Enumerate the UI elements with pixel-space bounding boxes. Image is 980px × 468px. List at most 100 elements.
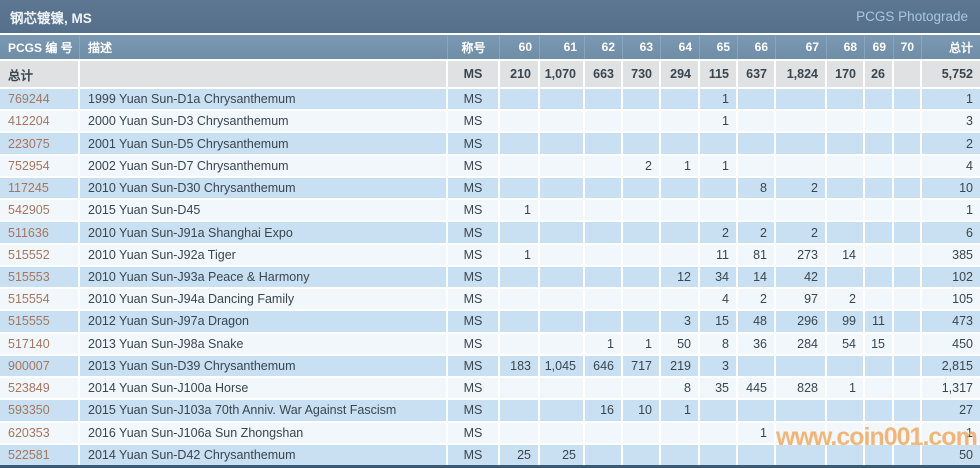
designation-cell: MS <box>448 333 500 354</box>
grade-60-cell <box>500 89 540 110</box>
grade-66-cell <box>738 200 776 221</box>
grade-60-cell <box>500 400 540 421</box>
description-cell: 2010 Yuan Sun-J91a Shanghai Expo <box>80 222 448 243</box>
row-total-cell: 4 <box>966 158 973 173</box>
pcgs-number-cell: 517140 <box>0 333 80 354</box>
pcgs-number-link[interactable]: 900007 <box>8 358 50 373</box>
total-cell-61: 1,070 <box>540 61 585 87</box>
grade-67-cell: 2 <box>776 222 827 243</box>
pcgs-number-link[interactable]: 515554 <box>8 292 50 307</box>
row-total-cell: 2 <box>966 136 973 151</box>
designation-cell: MS <box>448 311 500 332</box>
grade-61-cell <box>540 333 585 354</box>
grade-61-cell <box>540 222 585 243</box>
grade-70-cell <box>894 155 922 176</box>
table-row: 752954 2002 Yuan Sun-D7 Chrysanthemum MS 2 1… <box>0 155 980 178</box>
grade-62-cell <box>585 289 623 310</box>
grade-67-cell <box>776 89 827 110</box>
grade-60-cell <box>500 266 540 288</box>
grade-69-cell: 15 <box>865 333 894 354</box>
pcgs-number-link[interactable]: 515555 <box>8 314 50 329</box>
pcgs-number-cell: 117245 <box>0 177 80 199</box>
designation-cell: MS <box>448 289 500 310</box>
column-header-designation: 称号 <box>448 35 500 59</box>
pcgs-number-link[interactable]: 223075 <box>8 136 50 151</box>
designation-cell: MS <box>448 222 500 243</box>
grade-70-cell <box>894 89 922 110</box>
table-body: 769244 1999 Yuan Sun-D1a Chrysanthemum MS 1… <box>0 89 980 465</box>
column-header-65: 65 <box>700 35 738 59</box>
grade-63-cell <box>623 289 661 310</box>
grade-63-cell <box>623 311 661 332</box>
grade-64-cell: 50 <box>661 333 700 354</box>
designation-cell: MS <box>448 155 500 176</box>
grade-63-cell <box>623 266 661 288</box>
grade-62-cell <box>585 311 623 332</box>
photograde-link[interactable]: PCGS Photograde <box>856 9 968 24</box>
grade-61-cell <box>540 422 585 443</box>
column-header-64: 64 <box>661 35 700 59</box>
pcgs-number-link[interactable]: 515552 <box>8 247 50 262</box>
pcgs-number-link[interactable]: 620353 <box>8 425 50 440</box>
grade-62-cell <box>585 89 623 110</box>
designation-cell: MS <box>448 200 500 221</box>
designation-cell: MS <box>448 266 500 288</box>
grade-62-cell <box>585 244 623 265</box>
grade-69-cell <box>865 289 894 310</box>
pcgs-number-link[interactable]: 542905 <box>8 203 50 218</box>
pcgs-number-cell: 593350 <box>0 400 80 421</box>
total-cell-69: 26 <box>865 61 894 87</box>
grade-65-cell <box>700 177 738 199</box>
description-cell: 2012 Yuan Sun-J97a Dragon <box>80 311 448 332</box>
pcgs-number-link[interactable]: 515553 <box>8 269 50 284</box>
description-cell: 2010 Yuan Sun-J92a Tiger <box>80 244 448 265</box>
grade-70-cell <box>894 444 922 465</box>
grade-62-cell: 646 <box>585 355 623 377</box>
grade-65-cell: 35 <box>700 378 738 399</box>
row-total-cell: 27 <box>959 403 973 418</box>
pcgs-number-link[interactable]: 511636 <box>8 225 49 240</box>
description-cell: 2013 Yuan Sun-D39 Chrysanthemum <box>80 355 448 377</box>
pcgs-number-link[interactable]: 412204 <box>8 114 50 129</box>
total-cell-desc <box>80 61 448 87</box>
description-cell: 2002 Yuan Sun-D7 Chrysanthemum <box>80 155 448 176</box>
grade-60-cell <box>500 422 540 443</box>
grade-68-cell <box>827 266 865 288</box>
grade-64-cell <box>661 422 700 443</box>
pcgs-number-cell: 412204 <box>0 111 80 132</box>
grade-62-cell <box>585 444 623 465</box>
pcgs-number-link[interactable]: 593350 <box>8 403 50 418</box>
table-total-row: 总计 MS 210 1,070 663 730 294 115 637 1,824 170 26 5,7… <box>0 61 980 89</box>
table-row: 515553 2010 Yuan Sun-J93a Peace & Harmony… <box>0 266 980 290</box>
row-total-cell: 102 <box>952 269 973 284</box>
grade-68-cell: 2 <box>827 289 865 310</box>
grade-65-cell: 11 <box>700 244 738 265</box>
grade-66-cell <box>738 133 776 154</box>
grade-63-cell: 2 <box>623 155 661 176</box>
total-cell-70 <box>894 61 922 87</box>
pcgs-number-link[interactable]: 752954 <box>8 158 50 173</box>
total-cell-66: 637 <box>738 61 776 87</box>
grade-70-cell <box>894 266 922 288</box>
grade-62-cell: 1 <box>585 333 623 354</box>
column-header-pcgs: PCGS 编 号 <box>0 35 80 59</box>
table-row: 117245 2010 Yuan Sun-D30 Chrysanthemum MS 8… <box>0 177 980 201</box>
grade-68-cell <box>827 133 865 154</box>
pcgs-number-link[interactable]: 517140 <box>8 336 50 351</box>
grade-68-cell <box>827 222 865 243</box>
total-cell-62: 663 <box>585 61 623 87</box>
pcgs-number-link[interactable]: 523849 <box>8 381 50 396</box>
pcgs-number-cell: 515553 <box>0 266 80 288</box>
total-cell-63: 730 <box>623 61 661 87</box>
grade-61-cell <box>540 111 585 132</box>
pcgs-number-link[interactable]: 117245 <box>8 181 49 196</box>
pcgs-number-cell: 620353 <box>0 422 80 443</box>
grade-63-cell: 1 <box>623 333 661 354</box>
grade-65-cell <box>700 422 738 443</box>
titlebar: 钢芯镀镍, MS PCGS Photograde <box>0 0 980 33</box>
grade-70-cell <box>894 244 922 265</box>
pcgs-number-link[interactable]: 769244 <box>8 92 50 107</box>
grade-70-cell <box>894 333 922 354</box>
pcgs-number-link[interactable]: 522581 <box>8 447 50 462</box>
designation-cell: MS <box>448 133 500 154</box>
